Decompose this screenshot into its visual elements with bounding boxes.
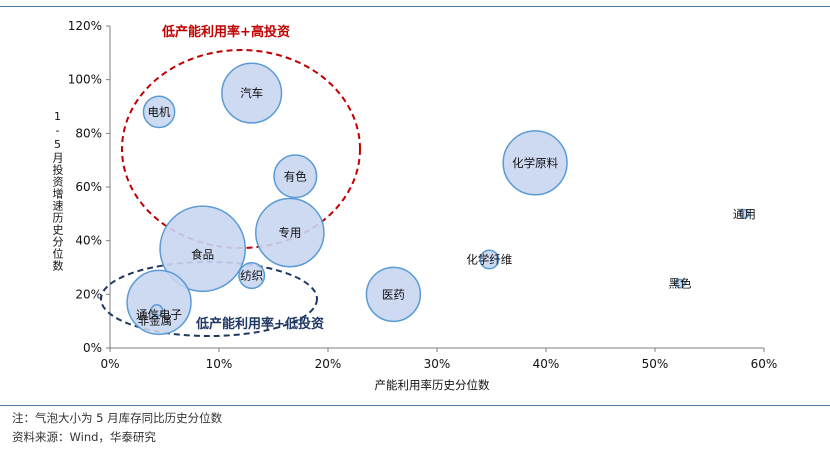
bubble-label: 非金属 — [138, 313, 173, 327]
bubble-label: 化学原料 — [512, 156, 558, 170]
y-tick-label: 20% — [75, 287, 102, 301]
x-axis-label: 产能利用率历史分位数 — [375, 378, 490, 392]
top-rule — [0, 6, 830, 7]
bubble-通信电子 — [126, 269, 192, 336]
annotation-low-investment: 低产能利用率+低投资 — [195, 316, 324, 332]
y-axis-label: 1-5月投资增速历史分位数 — [51, 110, 64, 272]
y-tick-label: 60% — [75, 180, 102, 194]
y-tick-label: 80% — [75, 126, 102, 140]
x-tick-label: 50% — [642, 357, 669, 371]
bubble-label: 医药 — [382, 287, 405, 301]
bubble-label: 汽车 — [240, 86, 263, 100]
bubble-医药 — [365, 266, 422, 323]
x-tick-label: 20% — [315, 357, 342, 371]
bubble-纺织 — [238, 262, 266, 290]
bubble-化学纤维 — [479, 249, 500, 270]
x-tick-group: 0% 10% 20% 30% 40% 50% 60% — [100, 348, 777, 371]
x-tick-label: 10% — [206, 357, 233, 371]
chart-axes: 0% 10% 20% 30% 40% 50% 60% 0% 20% 40% 60% 80% 100% 1… — [68, 19, 778, 371]
y-tick-label: 100% — [68, 73, 102, 87]
y-tick-label: 40% — [75, 234, 102, 248]
bubble-label: 有色 — [284, 169, 307, 183]
y-tick-group: 0% 20% 40% 60% 80% 100% 120% — [68, 19, 110, 355]
y-tick-label: 0% — [83, 341, 102, 355]
bubble-label: 通信电子 — [136, 307, 182, 321]
bubble-电机 — [142, 95, 176, 129]
y-tick-label: 120% — [68, 19, 102, 33]
bubble-label: 通用 — [733, 207, 756, 221]
bottom-rule — [0, 405, 830, 406]
chart-source: 资料来源：Wind，华泰研究 — [12, 430, 156, 444]
bubble-series — [126, 62, 750, 336]
bubble-专用 — [255, 197, 325, 268]
bubble-label: 纺织 — [240, 269, 263, 283]
bubble-黑色 — [675, 278, 686, 289]
x-tick-label: 30% — [424, 357, 451, 371]
bubble-label: 食品 — [191, 248, 214, 262]
bubble-食品 — [159, 205, 246, 293]
bubble-label: 化学纤维 — [466, 252, 512, 266]
bubble-label: 黑色 — [669, 277, 692, 291]
chart-footnote: 注：气泡大小为 5 月库存同比历史分位数 — [12, 411, 223, 425]
bubble-通用 — [739, 208, 750, 219]
x-tick-label: 40% — [533, 357, 560, 371]
bubble-非金属 — [150, 304, 164, 317]
bubble-有色 — [273, 154, 318, 199]
bubble-label: 专用 — [278, 226, 301, 240]
bubble-化学原料 — [502, 130, 568, 196]
x-tick-label: 60% — [751, 357, 778, 371]
annotation-high-investment: 低产能利用率+高投资 — [161, 24, 290, 40]
bubble-label: 电机 — [148, 105, 171, 119]
bubble-汽车 — [221, 62, 283, 124]
x-tick-label: 0% — [100, 357, 119, 371]
